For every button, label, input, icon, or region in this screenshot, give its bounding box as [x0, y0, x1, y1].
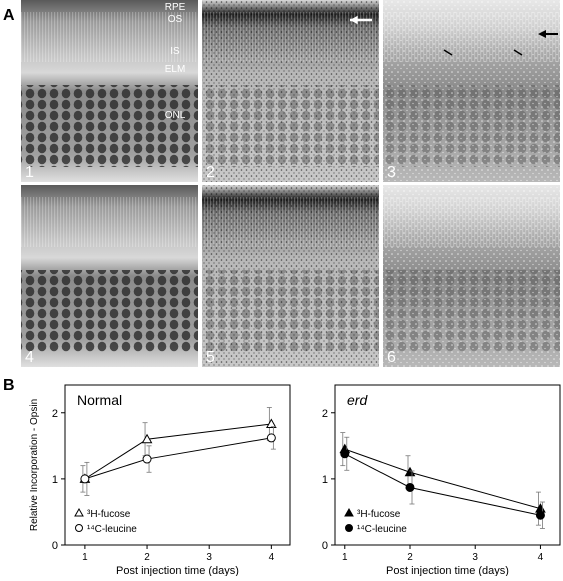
grains — [383, 0, 560, 182]
x-tick-label: 2 — [144, 552, 150, 563]
marker — [80, 474, 90, 484]
marker — [266, 433, 276, 443]
layer-label: RPE — [165, 2, 186, 13]
marker — [404, 466, 416, 477]
nuclei-layer — [21, 270, 198, 352]
x-axis-label: Post injection time (days) — [116, 565, 239, 576]
arrow-head — [350, 15, 358, 25]
legend-label: ¹⁴C-leucine — [87, 524, 137, 535]
legend-marker — [74, 507, 84, 517]
plot-frame — [64, 384, 291, 546]
series-line — [84, 423, 272, 480]
micrograph: 2 — [202, 0, 379, 182]
micrograph-number: 5 — [206, 349, 215, 366]
y-tick-label: 1 — [322, 474, 328, 486]
x-axis-label: Post injection time (days) — [386, 565, 509, 576]
marker — [265, 418, 277, 429]
legend-marker — [345, 524, 353, 532]
layer-label: IS — [170, 46, 180, 57]
y-tick-label: 1 — [52, 474, 58, 486]
marker — [141, 433, 153, 444]
x-tick-label: 1 — [342, 552, 348, 563]
arrow — [443, 49, 453, 56]
legend-label: ³H-fucose — [357, 509, 401, 520]
micrograph-number: 3 — [387, 164, 396, 181]
micrograph-number: 2 — [206, 164, 215, 181]
legend-label: ¹⁴C-leucine — [357, 524, 407, 535]
legend-label: ³H-fucose — [87, 509, 131, 520]
marker — [405, 482, 415, 492]
y-axis-label: Relative Incorporation - Opsin — [29, 399, 40, 531]
y-tick-label: 0 — [322, 540, 328, 552]
marker — [535, 510, 545, 520]
series-line — [344, 448, 541, 510]
arrow-head — [538, 30, 546, 38]
panel-label: B — [3, 377, 15, 394]
y-tick-label: 2 — [322, 408, 328, 420]
micrograph: 4 — [21, 185, 198, 367]
grains — [202, 0, 379, 182]
chart: erd 0 1 2 1 2 3 4 Post injection time (days) ³H-f… — [322, 384, 561, 577]
y-tick-label: 2 — [52, 408, 58, 420]
arrow — [513, 49, 523, 56]
marker — [340, 449, 350, 459]
layer-label: OS — [168, 14, 183, 25]
micrograph-number: 6 — [387, 349, 396, 366]
charts: Normal 0 1 2 1 2 3 4 Post injection time (days) R… — [29, 384, 561, 577]
y-tick-label: 0 — [52, 540, 58, 552]
chart-title: erd — [347, 392, 368, 408]
x-tick-label: 3 — [472, 552, 478, 563]
x-tick-label: 4 — [538, 552, 544, 563]
micrograph-number: 4 — [25, 349, 34, 366]
segment-layer — [21, 12, 198, 62]
layer-label: ELM — [165, 64, 186, 75]
x-tick-label: 1 — [82, 552, 88, 563]
micrograph: 5 — [202, 185, 379, 367]
segment-layer — [21, 197, 198, 247]
plot-frame — [334, 384, 561, 546]
legend-marker — [75, 524, 83, 532]
series-line — [344, 453, 541, 516]
x-tick-label: 3 — [206, 552, 212, 563]
x-tick-label: 2 — [407, 552, 413, 563]
x-tick-label: 4 — [269, 552, 275, 563]
marker — [142, 454, 152, 464]
grains — [383, 185, 560, 367]
micrograph: 6 — [383, 185, 560, 367]
micrograph-number: 1 — [25, 164, 34, 181]
legend-marker — [344, 507, 354, 517]
chart-title: Normal — [77, 392, 122, 408]
chart: Normal 0 1 2 1 2 3 4 Post injection time (days) R… — [29, 384, 291, 577]
micrograph: 3 — [383, 0, 560, 182]
layer-label: ONL — [165, 110, 186, 121]
grains — [202, 185, 379, 367]
panel-label: A — [3, 7, 15, 24]
series-line — [84, 437, 272, 480]
nuclei-layer — [21, 85, 198, 167]
